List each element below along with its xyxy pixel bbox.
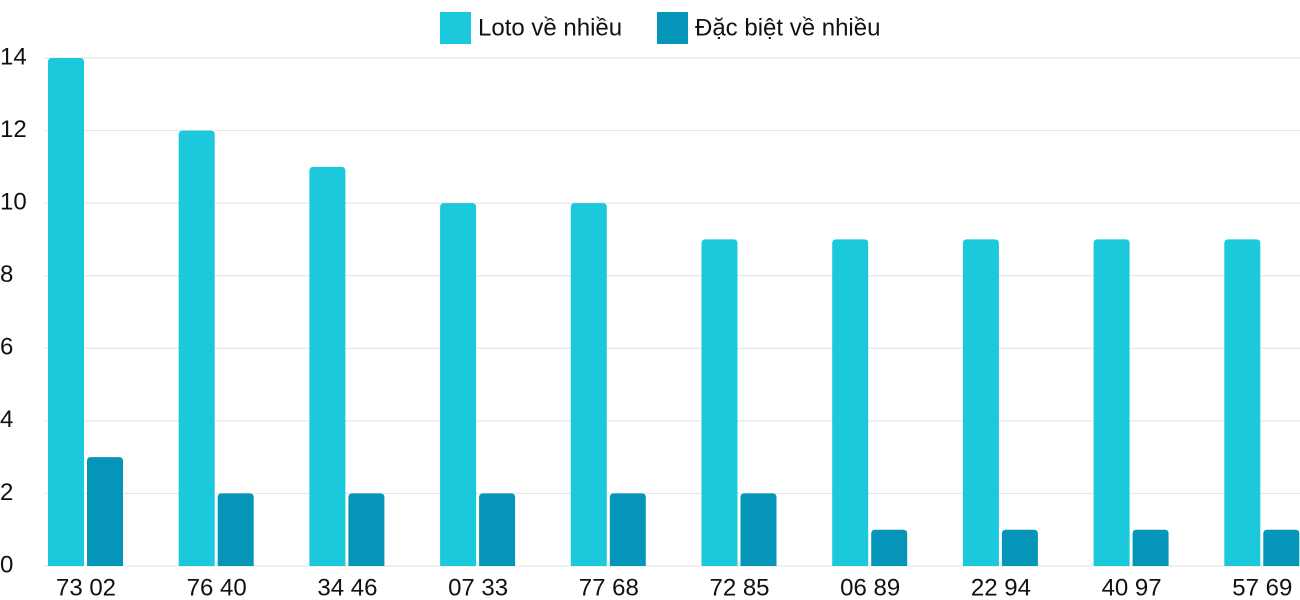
bar — [479, 493, 516, 566]
y-tick-label: 10 — [0, 188, 27, 215]
legend-swatch — [657, 12, 688, 44]
y-tick-label: 2 — [0, 479, 13, 506]
bar — [178, 130, 215, 567]
y-tick-label: 0 — [0, 551, 13, 578]
x-tick-label: 06 89 — [840, 574, 900, 600]
x-tick-label: 76 40 — [187, 574, 247, 600]
legend-label: Đặc biệt về nhiều — [695, 14, 880, 41]
x-tick-label: 34 46 — [317, 574, 377, 600]
x-tick-label: 72 85 — [709, 574, 769, 600]
x-tick-label: 40 97 — [1102, 574, 1162, 600]
bar — [609, 493, 646, 566]
y-tick-label: 4 — [0, 406, 13, 433]
bar — [1263, 529, 1300, 566]
bar — [570, 203, 607, 566]
bar — [440, 203, 477, 566]
bar — [832, 239, 869, 566]
x-tick-label: 22 94 — [971, 574, 1031, 600]
bar — [1093, 239, 1130, 566]
y-tick-label: 8 — [0, 261, 13, 288]
bar — [1132, 529, 1169, 566]
bar — [87, 457, 123, 566]
bar — [217, 493, 254, 566]
x-tick-label: 07 33 — [448, 574, 508, 600]
bar — [701, 239, 738, 566]
bar — [740, 493, 777, 566]
x-tick-label: 73 02 — [56, 574, 116, 600]
bar — [348, 493, 385, 566]
legend-label: Loto về nhiều — [478, 14, 622, 41]
y-tick-label: 6 — [0, 334, 13, 361]
legend-swatch — [440, 12, 471, 44]
bar — [48, 58, 84, 566]
x-tick-label: 57 69 — [1232, 574, 1292, 600]
bar — [309, 166, 346, 566]
bar — [1224, 239, 1261, 566]
y-tick-label: 12 — [0, 116, 27, 143]
x-tick-label: 77 68 — [579, 574, 639, 600]
bar — [1001, 529, 1038, 566]
y-tick-label: 14 — [0, 43, 27, 70]
bar — [871, 529, 908, 566]
bar — [962, 239, 999, 566]
